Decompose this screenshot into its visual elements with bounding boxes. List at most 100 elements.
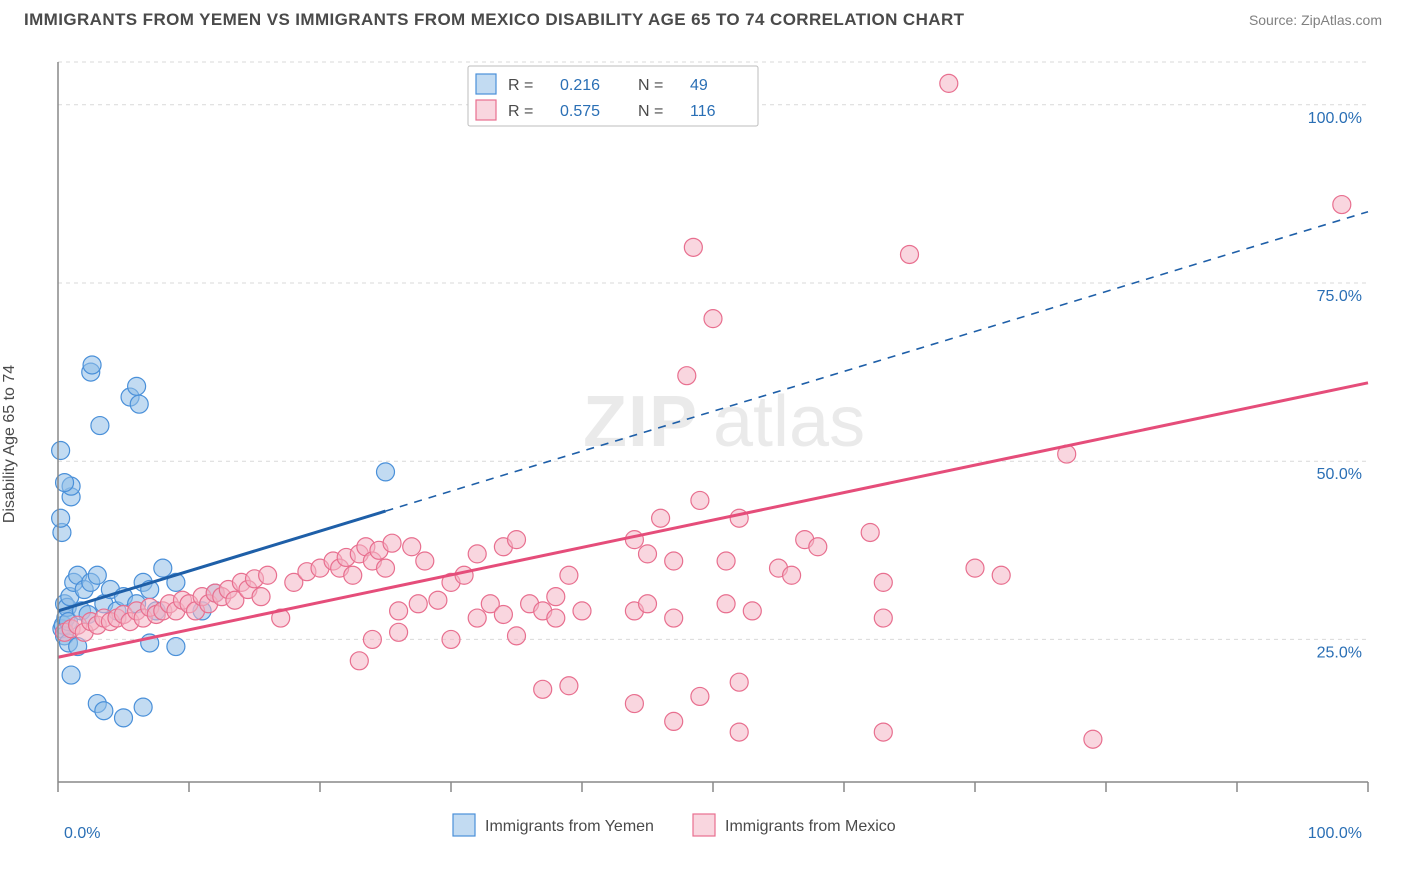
scatter-point [115, 709, 133, 727]
scatter-point [494, 605, 512, 623]
scatter-point [363, 630, 381, 648]
legend-swatch-mexico [476, 100, 496, 120]
scatter-point [134, 698, 152, 716]
scatter-point [874, 609, 892, 627]
scatter-point [652, 509, 670, 527]
footer-legend: Immigrants from Yemen Immigrants from Mex… [453, 814, 896, 836]
scatter-point [455, 566, 473, 584]
scatter-point [625, 695, 643, 713]
scatter-point [665, 712, 683, 730]
source-attribution: Source: ZipAtlas.com [1249, 12, 1382, 28]
scatter-point [130, 395, 148, 413]
scatter-point [966, 559, 984, 577]
legend-r-label: R = [508, 77, 533, 94]
scatter-point [259, 566, 277, 584]
footer-label-yemen: Immigrants from Yemen [485, 818, 654, 835]
x-tick-left: 0.0% [64, 825, 100, 842]
scatter-point [730, 673, 748, 691]
scatter-point [560, 566, 578, 584]
scatter-point [874, 573, 892, 591]
watermark: atlas [713, 382, 865, 462]
scatter-point [344, 566, 362, 584]
y-tick-label: 75.0% [1317, 288, 1362, 305]
scatter-point [167, 638, 185, 656]
legend-n-value: 49 [690, 77, 708, 94]
scatter-point [809, 538, 827, 556]
scatter-point [83, 356, 101, 374]
scatter-point [468, 609, 486, 627]
scatter-point [534, 680, 552, 698]
scatter-point [691, 687, 709, 705]
scatter-point [88, 566, 106, 584]
scatter-point [691, 491, 709, 509]
trend-line-dashed-yemen [386, 212, 1369, 511]
scatter-point [639, 595, 657, 613]
scatter-point [52, 509, 70, 527]
scatter-point [992, 566, 1010, 584]
scatter-point [468, 545, 486, 563]
scatter-point [409, 595, 427, 613]
scatter-point [625, 531, 643, 549]
legend-n-value: 116 [690, 103, 716, 120]
series-yemen [52, 212, 1368, 727]
scatter-point [717, 595, 735, 613]
footer-swatch-yemen [453, 814, 475, 836]
legend-n-label: N = [638, 103, 663, 120]
scatter-point [508, 531, 526, 549]
scatter-point [573, 602, 591, 620]
scatter-point [403, 538, 421, 556]
scatter-point [874, 723, 892, 741]
scatter-point [717, 552, 735, 570]
scatter-point [665, 552, 683, 570]
series-mexico [56, 74, 1368, 748]
scatter-point [901, 245, 919, 263]
scatter-point [783, 566, 801, 584]
scatter-point [95, 702, 113, 720]
scatter-point [429, 591, 447, 609]
scatter-point [639, 545, 657, 563]
scatter-point [252, 588, 270, 606]
scatter-point [91, 417, 109, 435]
scatter-point [377, 559, 395, 577]
scatter-point [390, 623, 408, 641]
scatter-point [743, 602, 761, 620]
chart-area: Disability Age 65 to 74 25.0% 50.0% 75.0% 1… [0, 34, 1406, 854]
scatter-point [1333, 196, 1351, 214]
scatter-point [128, 377, 146, 395]
footer-swatch-mexico [693, 814, 715, 836]
x-tick-right: 100.0% [1308, 825, 1362, 842]
scatter-point [154, 559, 172, 577]
stats-legend: R =0.216N =49R =0.575N =116 [468, 66, 758, 126]
watermark: ZIP [583, 382, 698, 462]
scatter-point [62, 666, 80, 684]
scatter-point [547, 588, 565, 606]
scatter-point [861, 523, 879, 541]
scatter-point [350, 652, 368, 670]
scatter-point [547, 609, 565, 627]
page-title: IMMIGRANTS FROM YEMEN VS IMMIGRANTS FROM… [24, 10, 964, 30]
scatter-point [508, 627, 526, 645]
scatter-point [704, 310, 722, 328]
scatter-point [560, 677, 578, 695]
scatter-point [678, 367, 696, 385]
footer-label-mexico: Immigrants from Mexico [725, 818, 896, 835]
legend-r-value: 0.216 [560, 77, 600, 94]
scatter-point [940, 74, 958, 92]
legend-r-label: R = [508, 103, 533, 120]
scatter-point [730, 723, 748, 741]
scatter-point [416, 552, 434, 570]
y-tick-label: 50.0% [1317, 466, 1362, 483]
scatter-point [52, 442, 70, 460]
y-tick-label: 25.0% [1317, 644, 1362, 661]
y-tick-label: 100.0% [1308, 110, 1362, 127]
legend-n-label: N = [638, 77, 663, 94]
legend-swatch-yemen [476, 74, 496, 94]
scatter-point [442, 630, 460, 648]
scatter-point [665, 609, 683, 627]
scatter-plot: 25.0% 50.0% 75.0% 100.0% ZIPatlas 0.0% 100.0% R… [48, 42, 1388, 842]
scatter-point [1084, 730, 1102, 748]
scatter-point [390, 602, 408, 620]
y-axis-label: Disability Age 65 to 74 [1, 365, 19, 523]
scatter-point [684, 238, 702, 256]
scatter-point [383, 534, 401, 552]
